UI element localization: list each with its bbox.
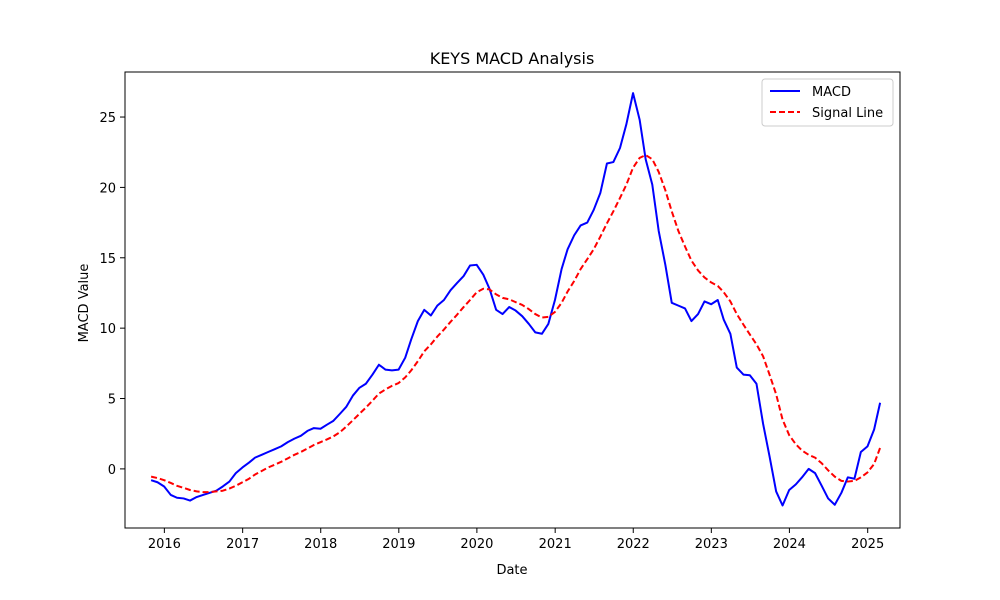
x-tick-label: 2025 bbox=[851, 537, 884, 552]
series-layer bbox=[150, 92, 882, 507]
chart-title: KEYS MACD Analysis bbox=[430, 49, 595, 68]
x-tick-label: 2017 bbox=[226, 537, 259, 552]
y-axis: 0 5 10 15 20 25 bbox=[99, 111, 125, 478]
y-tick-label: 5 bbox=[108, 393, 116, 408]
x-tick-label: 2024 bbox=[773, 537, 806, 552]
x-axis: 2016 2017 2018 2019 2020 2021 2022 2023 2024 2025 bbox=[148, 528, 884, 552]
y-tick-label: 25 bbox=[99, 111, 116, 126]
x-tick-label: 2023 bbox=[695, 537, 728, 552]
x-tick-label: 2021 bbox=[539, 537, 572, 552]
x-tick-label: 2019 bbox=[382, 537, 415, 552]
series-line-macd bbox=[150, 92, 882, 507]
x-tick-label: 2018 bbox=[304, 537, 337, 552]
x-tick-label: 2016 bbox=[148, 537, 181, 552]
x-tick-label: 2022 bbox=[617, 537, 650, 552]
y-tick-label: 10 bbox=[99, 322, 116, 337]
y-axis-title: MACD Value bbox=[77, 264, 92, 343]
y-tick-label: 20 bbox=[99, 181, 116, 196]
legend-label-macd: MACD bbox=[812, 85, 851, 100]
y-tick-label: 15 bbox=[99, 252, 116, 267]
x-tick-label: 2020 bbox=[460, 537, 493, 552]
legend-label-signal-line: Signal Line bbox=[812, 106, 883, 121]
x-axis-title: Date bbox=[496, 563, 527, 578]
y-tick-label: 0 bbox=[108, 463, 116, 478]
legend: MACD Signal Line bbox=[761, 78, 894, 127]
plot-border bbox=[124, 71, 901, 529]
series-line-signal-line bbox=[150, 154, 882, 494]
